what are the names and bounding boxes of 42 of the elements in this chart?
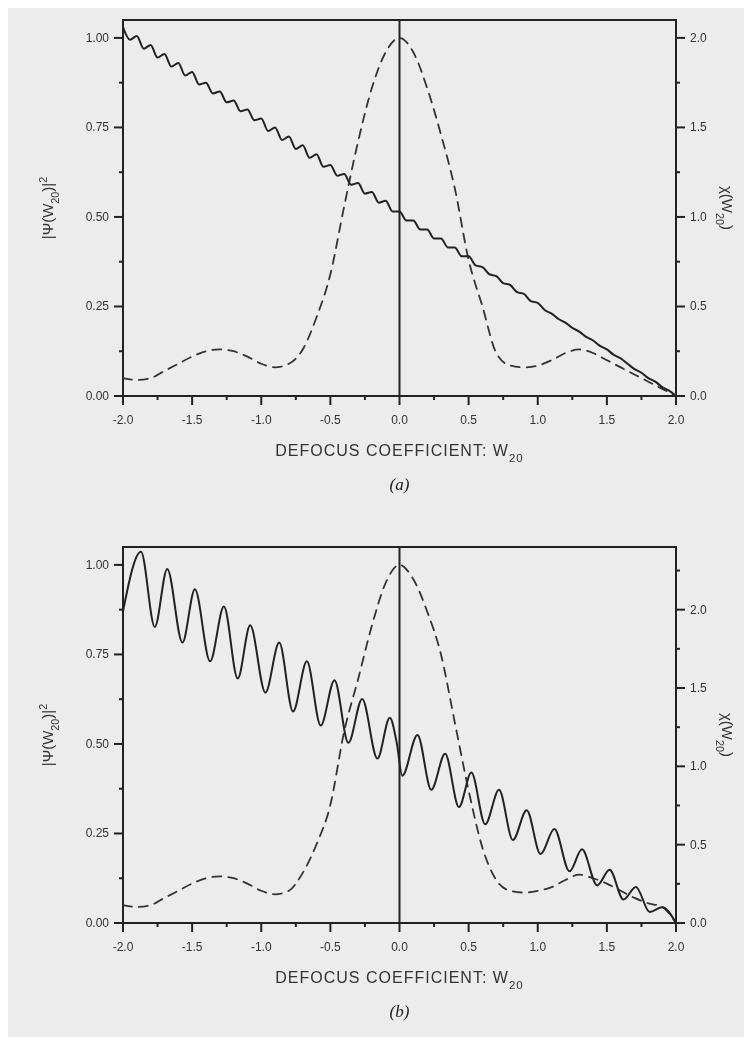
y2-tick-label: 0.0 [690,389,708,403]
x-tick-label: -1.5 [181,940,203,954]
y-tick-label: 1.00 [85,557,110,572]
y-tick-label: 0.75 [85,647,110,662]
x-tick-label: 1.0 [529,940,547,954]
y2-tick-label: 1.0 [690,209,708,224]
x-tick-label: 0.5 [460,413,478,427]
x-tick-label: 2.0 [667,940,685,954]
y-tick-label: 0.25 [85,826,110,841]
y2-tick-label: 1.0 [690,759,708,774]
y2-tick-label: 1.5 [690,681,708,695]
x-tick-label: 1.5 [598,413,616,427]
x-tick-label: -1.0 [250,940,272,954]
x-tick-label: 1.5 [598,940,616,954]
x-tick-label: 0.0 [391,413,409,427]
y-tick-label: 0.50 [85,736,110,751]
y2-tick-label: 0.5 [690,837,708,852]
y-tick-label: 0.00 [85,389,110,403]
y2-tick-label: 1.5 [690,120,708,135]
y-tick-label: 0.75 [85,120,110,135]
y-tick-label: 0.00 [85,916,110,930]
y2-tick-label: 0.5 [690,299,708,314]
x-tick-label: 2.0 [667,413,685,427]
y-tick-label: 0.25 [85,299,110,314]
y-tick-label: 0.50 [85,209,110,224]
y2-tick-label: 2.0 [690,30,708,45]
x-axis-title: DEFOCUS COEFFICIENT: W$_{20}$ [275,442,524,464]
y2-tick-label: 2.0 [690,602,708,617]
x-tick-label: 0.5 [460,940,478,954]
x-tick-label: -0.5 [320,413,342,427]
x-tick-label: -2.0 [112,413,134,427]
x-axis-title: DEFOCUS COEFFICIENT: W$_{20}$ [275,969,524,991]
x-tick-label: -1.0 [250,413,272,427]
x-tick-label: -0.5 [320,940,342,954]
x-tick-label: 0.0 [391,940,409,954]
y-tick-label: 1.00 [85,30,110,45]
x-tick-label: -2.0 [112,940,134,954]
y2-tick-label: 0.0 [690,916,708,930]
text: (b) [389,1002,410,1021]
text: (a) [389,475,410,494]
x-tick-label: 1.0 [529,413,547,427]
x-tick-label: -1.5 [181,413,203,427]
